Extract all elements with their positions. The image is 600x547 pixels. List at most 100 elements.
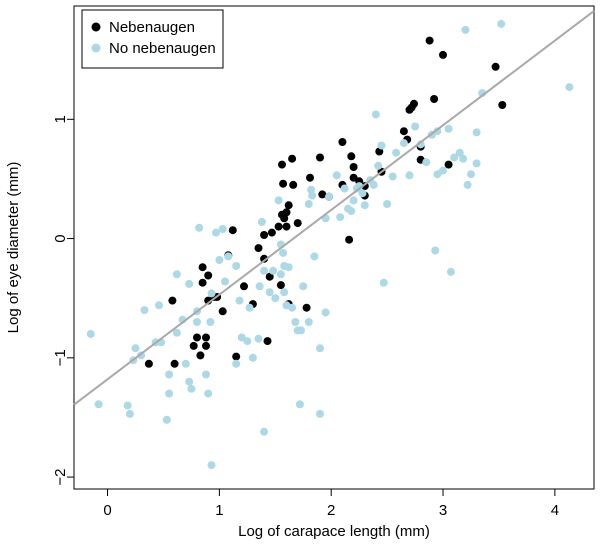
point-nebenaugen [260, 231, 269, 239]
point-nebenaugen [306, 173, 314, 182]
point-nebenaugen [349, 163, 358, 171]
point-no-nebenaugen [86, 330, 95, 338]
point-no-nebenaugen [325, 192, 333, 201]
point-no-nebenaugen [165, 370, 174, 379]
point-no-nebenaugen [360, 201, 369, 210]
point-nebenaugen [316, 153, 324, 162]
point-nebenaugen [144, 359, 153, 368]
x-tick-label: 4 [551, 502, 559, 519]
point-nebenaugen [338, 138, 347, 146]
point-nebenaugen [263, 337, 272, 346]
point-no-nebenaugen [131, 344, 140, 353]
point-no-nebenaugen [316, 344, 324, 353]
point-nebenaugen [189, 341, 198, 350]
point-no-nebenaugen [379, 278, 388, 287]
point-no-nebenaugen [260, 427, 269, 436]
point-no-nebenaugen [276, 270, 285, 279]
point-no-nebenaugen [185, 279, 194, 288]
point-no-nebenaugen [185, 377, 194, 386]
point-no-nebenaugen [123, 401, 132, 410]
point-nebenaugen [232, 352, 241, 361]
x-axis-label: Log of carapace length (mm) [238, 523, 430, 540]
point-no-nebenaugen [332, 171, 341, 180]
point-nebenaugen [278, 160, 286, 169]
point-no-nebenaugen [235, 296, 244, 305]
point-no-nebenaugen [304, 200, 313, 208]
point-no-nebenaugen [218, 225, 227, 233]
plot-area-frame [73, 5, 595, 490]
legend-marker [91, 22, 101, 32]
point-no-nebenaugen [207, 289, 216, 298]
point-nebenaugen [267, 228, 276, 237]
point-no-nebenaugen [204, 389, 213, 398]
point-no-nebenaugen [193, 318, 201, 326]
point-nebenaugen [218, 307, 227, 316]
point-no-nebenaugen [340, 184, 349, 193]
point-no-nebenaugen [271, 294, 280, 303]
y-tick-label: 1 [52, 115, 69, 123]
point-no-nebenaugen [221, 277, 229, 286]
point-no-nebenaugen [265, 288, 274, 297]
point-no-nebenaugen [304, 318, 313, 326]
point-no-nebenaugen [405, 171, 414, 180]
point-nebenaugen [196, 351, 205, 360]
point-nebenaugen [439, 50, 447, 59]
point-no-nebenaugen [321, 308, 330, 317]
point-no-nebenaugen [383, 200, 392, 208]
point-no-nebenaugen [439, 166, 447, 175]
point-no-nebenaugen [165, 389, 174, 398]
legend-label: Nebenaugen [109, 19, 195, 36]
point-no-nebenaugen [336, 213, 345, 222]
point-no-nebenaugen [232, 262, 241, 270]
point-nebenaugen [318, 190, 327, 199]
point-nebenaugen [260, 254, 269, 263]
point-no-nebenaugen [187, 384, 196, 393]
point-no-nebenaugen [125, 409, 134, 418]
point-no-nebenaugen [291, 318, 300, 326]
point-no-nebenaugen [347, 207, 356, 216]
point-nebenaugen [276, 281, 285, 290]
point-no-nebenaugen [349, 196, 358, 205]
y-tick-label: 0 [52, 234, 69, 242]
point-no-nebenaugen [288, 303, 297, 312]
point-no-nebenaugen [497, 19, 506, 28]
point-no-nebenaugen [446, 267, 455, 276]
point-nebenaugen [491, 62, 500, 71]
point-no-nebenaugen [308, 191, 317, 200]
point-no-nebenaugen [172, 328, 181, 337]
point-no-nebenaugen [260, 266, 269, 275]
point-nebenaugen [498, 101, 507, 109]
point-no-nebenaugen [297, 326, 305, 335]
point-no-nebenaugen [206, 318, 215, 326]
point-nebenaugen [198, 263, 207, 272]
point-no-nebenaugen [269, 266, 278, 275]
legend-box [81, 9, 224, 69]
point-nebenaugen [274, 222, 283, 231]
point-nebenaugen [265, 272, 274, 281]
point-nebenaugen [430, 95, 439, 103]
point-no-nebenaugen [284, 263, 293, 272]
data-marks [73, 10, 595, 470]
point-no-nebenaugen [371, 110, 380, 119]
point-no-nebenaugen [140, 306, 149, 315]
point-nebenaugen [193, 333, 201, 342]
point-nebenaugen [444, 160, 453, 169]
point-no-nebenaugen [215, 256, 224, 264]
y-tick-label: −1 [52, 349, 69, 366]
point-nebenaugen [302, 303, 311, 312]
point-no-nebenaugen [299, 282, 308, 291]
point-nebenaugen [399, 127, 408, 136]
point-no-nebenaugen [232, 359, 241, 368]
point-no-nebenaugen [358, 189, 367, 198]
y-axis-label: Log of eye diameter (mm) [5, 162, 22, 334]
point-no-nebenaugen [257, 217, 266, 226]
point-no-nebenaugen [472, 128, 481, 137]
point-no-nebenaugen [411, 122, 420, 131]
point-no-nebenaugen [195, 223, 204, 232]
point-nebenaugen [345, 235, 354, 244]
point-no-nebenaugen [388, 172, 397, 181]
point-nebenaugen [168, 296, 177, 305]
point-nebenaugen [375, 147, 384, 156]
point-nebenaugen [288, 154, 297, 163]
